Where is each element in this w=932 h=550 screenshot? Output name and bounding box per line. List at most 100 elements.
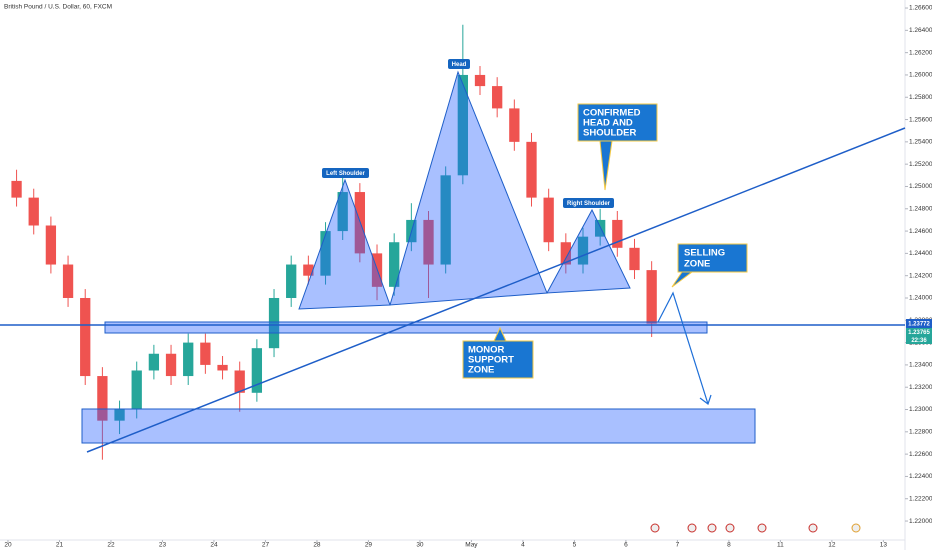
y-tick-label: 1.24000 [909, 295, 932, 302]
callout-text: ZONE [468, 365, 494, 376]
candle-body [131, 370, 142, 410]
candle-body [337, 192, 348, 232]
candle-body [217, 364, 228, 371]
candle-body [595, 219, 606, 237]
left-shoulder-shape [298, 178, 391, 310]
price-tag: 1.23772 [908, 322, 930, 328]
event-icons [650, 523, 861, 533]
candle-body [80, 297, 91, 377]
right-shoulder-label: Right Shoulder [567, 201, 611, 207]
drawings [0, 70, 906, 453]
y-tick-label: 1.25800 [909, 94, 932, 101]
y-tick-label: 1.22800 [909, 429, 932, 436]
event-icon [757, 523, 767, 533]
candle-body [183, 342, 194, 377]
callout-text: SUPPORT [468, 355, 514, 366]
projection-arrow [657, 291, 709, 405]
callout-text: CONFIRMED [583, 108, 641, 119]
tag-box [322, 168, 369, 178]
candle-body [492, 86, 503, 109]
bid-tag: 1.23765 [908, 330, 930, 336]
candle-body [423, 219, 434, 265]
event-icon [687, 523, 697, 533]
candle-body [646, 270, 657, 324]
candle-body [320, 231, 331, 276]
price-tag-box [906, 319, 932, 328]
y-tick-label: 1.24800 [909, 205, 932, 212]
x-tick-label: 8 [727, 542, 731, 549]
callout-text: HEAD AND [583, 118, 633, 129]
candle-body [251, 348, 263, 393]
event-icon [808, 523, 818, 533]
y-tick-label: 1.24200 [909, 272, 932, 279]
y-tick-label: 1.26400 [909, 27, 932, 34]
right-shoulder-shape [546, 208, 631, 294]
price-tag-box [906, 336, 932, 344]
y-tick-label: 1.22600 [909, 451, 932, 458]
y-tick-label: 1.22200 [909, 495, 932, 502]
support-zone [104, 321, 708, 334]
x-tick-label: 5 [573, 542, 577, 549]
x-tick-label: 28 [313, 542, 321, 549]
x-tick-label: 23 [159, 542, 167, 549]
y-tick-label: 1.24600 [909, 228, 932, 235]
y-tick-label: 1.23000 [909, 406, 932, 413]
callout-text: ZONE [684, 259, 710, 270]
y-tick-label: 1.23200 [909, 384, 932, 391]
y-tick-label: 1.22400 [909, 473, 932, 480]
candle-body [165, 353, 177, 377]
tag-box [563, 198, 614, 208]
candle-body [509, 108, 520, 142]
x-tick-label: 20 [4, 542, 12, 549]
candle-body [286, 264, 297, 298]
callout-box [677, 243, 748, 273]
x-tick-label: 12 [828, 542, 836, 549]
candle-body [11, 180, 22, 198]
x-tick-label: 24 [210, 542, 218, 549]
countdown-tag: 22:36 [911, 338, 927, 344]
y-tick-label: 1.26000 [909, 72, 932, 79]
x-tick-label: 29 [365, 542, 373, 549]
candle-body [234, 370, 245, 393]
y-tick-label: 1.25600 [909, 116, 932, 123]
head-label: Head [452, 62, 467, 68]
y-tick-label: 1.25200 [909, 161, 932, 168]
callout-text: MONOR [468, 345, 505, 356]
event-icon [650, 523, 660, 533]
candle-body [629, 247, 640, 271]
x-tick-label: 4 [521, 542, 525, 549]
arrow-head [699, 394, 712, 405]
axes: 1.22000 1.22200 1.22400 1.22600 1.22800 1.230… [4, 5, 932, 549]
candle-body [148, 353, 160, 371]
candles [11, 24, 657, 460]
labels: Left Shoulder Head Right Shoulder CONFIR… [322, 59, 748, 379]
event-icon [725, 523, 735, 533]
x-tick-label: 7 [676, 542, 680, 549]
candle-body [526, 141, 537, 198]
x-tick-label: May [465, 542, 478, 549]
candle-body [474, 74, 486, 87]
y-tick-label: 1.25000 [909, 183, 932, 190]
x-tick-label: 11 [777, 542, 784, 549]
y-tick-label: 1.24400 [909, 250, 932, 257]
y-tick-label: 1.26200 [909, 49, 932, 56]
event-icon [851, 523, 861, 533]
y-tick-label: 1.25400 [909, 139, 932, 146]
candle-body [200, 342, 211, 365]
x-tick-label: 21 [56, 542, 64, 549]
candle-body [97, 376, 108, 421]
x-tick-label: 13 [880, 542, 888, 549]
y-tick-label: 1.26600 [909, 5, 932, 12]
x-tick-label: 27 [262, 542, 270, 549]
candle-body [457, 74, 468, 176]
candle-body [577, 236, 589, 265]
lower-zone [81, 408, 756, 444]
y-tick-label: 1.23400 [909, 362, 932, 369]
x-tick-label: 22 [107, 542, 115, 549]
candle-body [440, 175, 451, 265]
y-tick-label: 1.22000 [909, 518, 932, 525]
candle-body [543, 197, 554, 243]
candle-body [45, 225, 57, 265]
candle-body [389, 242, 400, 287]
candle-body [560, 242, 571, 265]
